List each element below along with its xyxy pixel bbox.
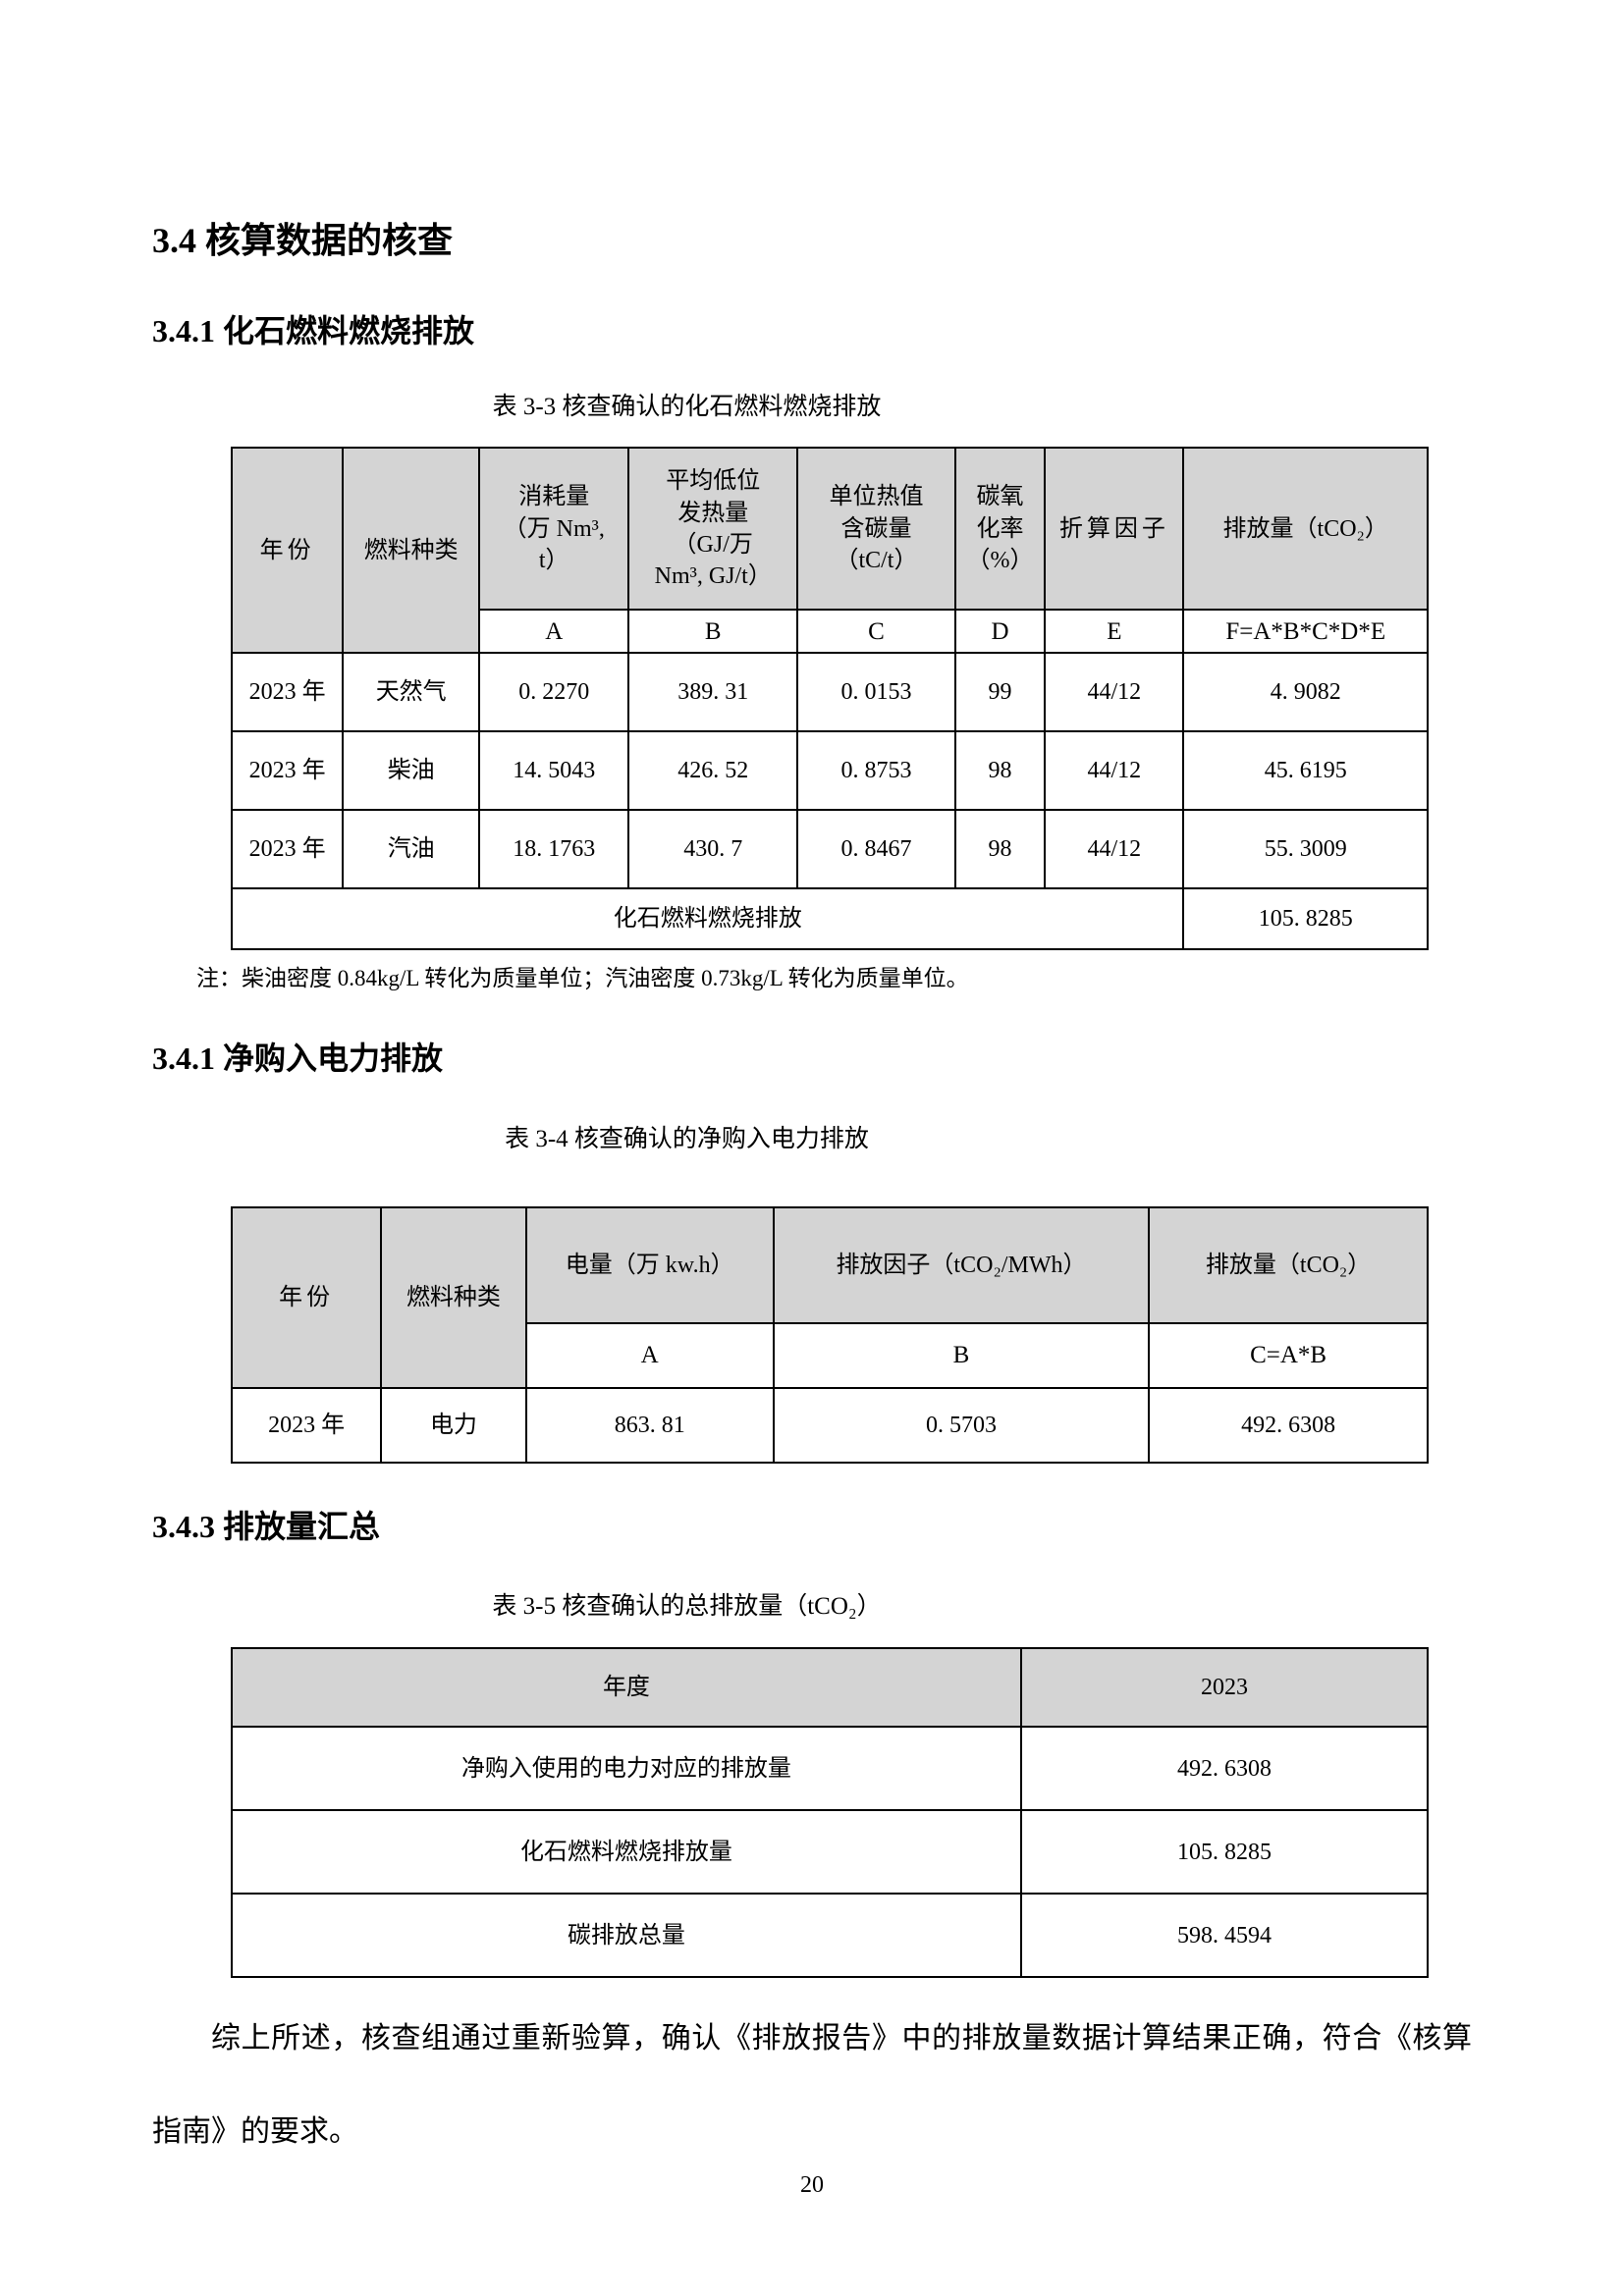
t33-r3-factor: 44/12 (1044, 809, 1185, 890)
t33-total-label: 化石燃料燃烧排放 (230, 887, 1185, 951)
t33-r3-year: 2023 年 (230, 809, 345, 890)
t35-r2-label: 化石燃料燃烧排放量 (231, 1809, 1022, 1896)
t33-formula-row: A B C D E F=A*B*C*D*E (232, 609, 1429, 655)
t34-header-row: 年份 燃料种类 电量（万 kw.h） 排放因子（tCO₂/MWh） 排放量（tC… (230, 1205, 1429, 1389)
t33-formula-c: C (796, 609, 956, 655)
t33-header-oxidation-rate: 碳氧 化率 （%） (953, 447, 1047, 612)
t33-r2-carbon: 0. 8753 (796, 730, 956, 812)
t35-r1-value: 492. 6308 (1019, 1726, 1430, 1812)
t33-r2-heating-value: 426. 52 (627, 730, 799, 812)
t33-header-heating-value: 平均低位 发热量 （GJ/万 Nm³, GJ/t） (627, 447, 799, 612)
t33-r3-fuel: 汽油 (342, 809, 481, 890)
section-heading-3-4-1-fossil: 3.4.1 化石燃料燃烧排放 (152, 312, 475, 348)
t33-r1-factor: 44/12 (1044, 652, 1185, 733)
table-3-3-note: 注：柴油密度 0.84kg/L 转化为质量单位；汽油密度 0.73kg/L 转化… (196, 966, 969, 991)
t33-header-row: 年份 燃料种类 消耗量 （万 Nm³, t） 平均低位 发热量 （GJ/万 Nm… (230, 447, 1429, 655)
t34-formula-b: B (772, 1321, 1151, 1389)
t33-r1-year: 2023 年 (230, 652, 345, 733)
t33-header-carbon-content: 单位热值 含碳量 （tC/t） (796, 447, 956, 612)
t33-header-fuel-type: 燃料种类 (342, 447, 481, 655)
section-heading-3-4-3-summary: 3.4.3 排放量汇总 (152, 1508, 381, 1544)
t33-formula-f: F=A*B*C*D*E (1182, 609, 1429, 655)
t33-header-year: 年份 (230, 447, 345, 655)
t33-formula-b: B (627, 609, 799, 655)
t33-r1-heating-value: 389. 31 (627, 652, 799, 733)
t35-header-year-label: 年度 (231, 1647, 1022, 1729)
table-row: 2023 年 天然气 0. 2270 389. 31 0. 0153 99 44… (230, 652, 1429, 733)
table-3-5-caption: 表 3-5 核查确认的总排放量（tCO₂） (492, 1593, 882, 1621)
t34-r1-year: 2023 年 (230, 1386, 383, 1464)
section-heading-3-4: 3.4 核算数据的核查 (152, 221, 454, 260)
t33-r2-factor: 44/12 (1044, 730, 1185, 812)
t34-r1-emission: 492. 6308 (1148, 1386, 1429, 1464)
t34-header-emission: 排放量（tCO₂） (1148, 1205, 1429, 1324)
page-number: 20 (800, 2172, 824, 2199)
table-3-4-purchased-electricity-emissions: 年份 燃料种类 电量（万 kw.h） 排放因子（tCO₂/MWh） 排放量（tC… (230, 1205, 1429, 1464)
t34-formula-row: A B C=A*B (232, 1321, 1429, 1389)
t34-r1-power: 863. 81 (524, 1386, 775, 1464)
table-3-3-caption: 表 3-3 核查确认的化石燃料燃烧排放 (492, 394, 882, 421)
t33-formula-a: A (478, 609, 630, 655)
t33-r1-oxidation: 99 (953, 652, 1047, 733)
table-row: 碳排放总量 598. 4594 (231, 1893, 1430, 1979)
t34-r1-fuel: 电力 (380, 1386, 527, 1464)
t33-r2-fuel: 柴油 (342, 730, 481, 812)
t35-r2-value: 105. 8285 (1019, 1809, 1430, 1896)
t34-header-emission-factor: 排放因子（tCO₂/MWh） (772, 1205, 1151, 1324)
t33-total-value: 105. 8285 (1182, 887, 1429, 951)
t33-header-consumption: 消耗量 （万 Nm³, t） (478, 447, 630, 612)
table-row: 2023 年 电力 863. 81 0. 5703 492. 6308 (230, 1386, 1429, 1464)
table-row: 化石燃料燃烧排放量 105. 8285 (231, 1809, 1430, 1896)
t33-r1-fuel: 天然气 (342, 652, 481, 733)
t35-r1-label: 净购入使用的电力对应的排放量 (231, 1726, 1022, 1812)
table-row: 2023 年 柴油 14. 5043 426. 52 0. 8753 98 44… (230, 730, 1429, 812)
t33-r2-oxidation: 98 (953, 730, 1047, 812)
t33-r3-oxidation: 98 (953, 809, 1047, 890)
t33-r1-emission: 4. 9082 (1182, 652, 1429, 733)
table-3-3-fossil-fuel-emissions: 年份 燃料种类 消耗量 （万 Nm³, t） 平均低位 发热量 （GJ/万 Nm… (230, 447, 1429, 951)
t34-formula-c: C=A*B (1148, 1321, 1429, 1389)
t33-r1-carbon: 0. 0153 (796, 652, 956, 733)
t33-formula-e: E (1044, 609, 1185, 655)
conclusion-paragraph: 综上所述，核查组通过重新验算，确认《排放报告》中的排放量数据计算结果正确，符合《… (152, 2022, 1472, 2149)
t34-header-year: 年份 (230, 1205, 383, 1389)
table-row: 净购入使用的电力对应的排放量 492. 6308 (231, 1726, 1430, 1812)
t35-r3-label: 碳排放总量 (231, 1893, 1022, 1979)
t33-formula-d: D (953, 609, 1047, 655)
t35-r3-value: 598. 4594 (1019, 1893, 1430, 1979)
t33-r1-consumption: 0. 2270 (478, 652, 630, 733)
t33-r3-consumption: 18. 1763 (478, 809, 630, 890)
t35-header-year-value: 2023 (1019, 1647, 1430, 1729)
section-heading-3-4-1-power: 3.4.1 净购入电力排放 (152, 1041, 444, 1077)
t33-r2-emission: 45. 6195 (1182, 730, 1429, 812)
table-3-5-total-emissions: 年度 2023 净购入使用的电力对应的排放量 492. 6308 化石燃料燃烧排… (231, 1647, 1430, 1979)
t33-header-emission: 排放量（tCO₂） (1182, 447, 1429, 612)
t34-header-power: 电量（万 kw.h） (524, 1205, 775, 1324)
t33-r3-emission: 55. 3009 (1182, 809, 1429, 890)
table-3-4-caption: 表 3-4 核查确认的净购入电力排放 (505, 1125, 869, 1152)
t34-r1-factor: 0. 5703 (772, 1386, 1151, 1464)
t33-header-conversion-factor: 折算因子 (1044, 447, 1185, 612)
t34-formula-a: A (524, 1321, 775, 1389)
t33-r3-carbon: 0. 8467 (796, 809, 956, 890)
t33-total-row: 化石燃料燃烧排放 105. 8285 (230, 887, 1429, 951)
t33-r3-heating-value: 430. 7 (627, 809, 799, 890)
t34-header-fuel-type: 燃料种类 (380, 1205, 527, 1389)
table-row: 2023 年 汽油 18. 1763 430. 7 0. 8467 98 44/… (230, 809, 1429, 890)
t33-r2-consumption: 14. 5043 (478, 730, 630, 812)
t35-header-row: 年度 2023 (231, 1647, 1430, 1729)
t33-r2-year: 2023 年 (230, 730, 345, 812)
